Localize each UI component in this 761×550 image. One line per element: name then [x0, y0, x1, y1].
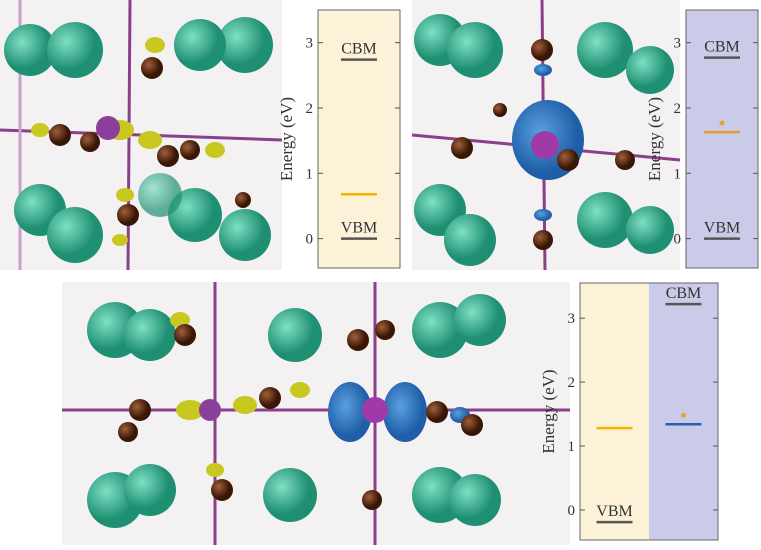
level-label: VBM: [341, 220, 377, 237]
y-tick-label: 3: [306, 36, 314, 52]
y-tick-label: 3: [674, 36, 682, 52]
figure: 0 1 2 3 Energy (eV) CBM VBM 0 1 2 3 Energy (eV) CBM V…: [0, 0, 761, 545]
y-tick-label: 0: [674, 232, 682, 248]
panel-background: [580, 283, 649, 540]
level-label: CBM: [704, 39, 740, 56]
y-axis-label: Energy (eV): [277, 97, 296, 181]
y-tick-label: 1: [306, 166, 314, 182]
occupancy-marker: [720, 121, 725, 126]
y-tick-label: 2: [306, 101, 314, 117]
level-label: CBM: [666, 285, 702, 302]
y-tick-label: 2: [674, 101, 682, 117]
y-axis-label: Energy (eV): [539, 369, 558, 453]
structure-top-left: [0, 0, 282, 270]
y-axis-label: Energy (eV): [645, 97, 664, 181]
structure-bottom: [62, 282, 570, 545]
level-label: VBM: [596, 503, 632, 520]
y-tick-label: 1: [674, 166, 682, 182]
y-tick-label: 1: [568, 439, 576, 455]
panel-background: [649, 283, 718, 540]
y-tick-label: 0: [306, 232, 314, 248]
level-label: CBM: [341, 41, 377, 58]
level-label: VBM: [704, 220, 740, 237]
structure-top-right: [412, 0, 680, 270]
y-tick-label: 3: [568, 311, 576, 327]
y-tick-label: 0: [568, 503, 576, 519]
y-tick-label: 2: [568, 375, 576, 391]
occupancy-marker: [681, 413, 686, 418]
